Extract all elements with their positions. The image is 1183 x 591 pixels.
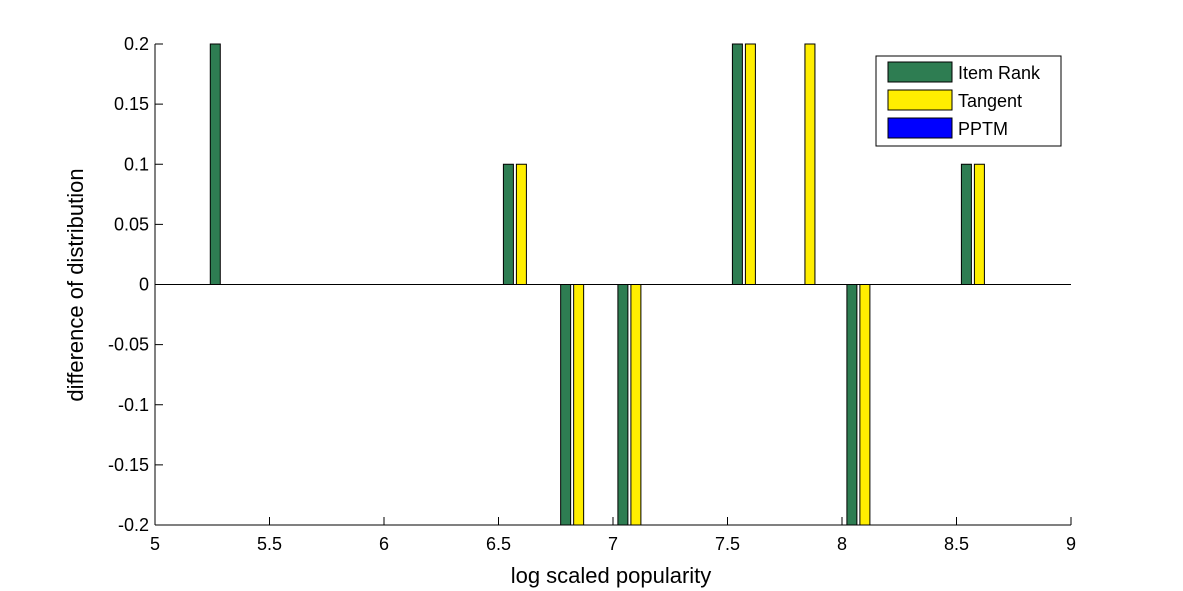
y-tick-label: -0.05 <box>108 335 149 355</box>
x-tick-label: 6.5 <box>486 534 511 554</box>
bar-item-rank-0 <box>209 43 221 285</box>
y-tick-label: 0.2 <box>124 34 149 54</box>
y-tick-label: -0.1 <box>118 395 149 415</box>
bar-item-rank-1 <box>502 163 514 285</box>
x-tick-label: 8.5 <box>944 534 969 554</box>
bar-tangent-6 <box>859 284 871 526</box>
x-tick-label: 8 <box>837 534 847 554</box>
axes: 5 5.5 6 6.5 7 7.5 8 8.5 9 -0.2 -0.15 -0.1 -0.05 0 0.05… <box>108 34 1076 554</box>
bar-tangent-5 <box>804 43 816 285</box>
y-axis-label: difference of distribution <box>63 168 88 401</box>
y-tick-label: 0.1 <box>124 154 149 174</box>
x-tick-label: 6 <box>379 534 389 554</box>
legend-swatch <box>887 89 953 111</box>
x-tick-label: 7.5 <box>715 534 740 554</box>
legend-swatch <box>887 61 953 83</box>
bar-tangent-3 <box>630 284 642 526</box>
bar-item-rank-6 <box>846 284 858 526</box>
y-tick-label: 0 <box>139 275 149 295</box>
legend: Item Rank Tangent PPTM <box>875 55 1062 147</box>
bar-tangent-2 <box>573 284 585 526</box>
bar-item-rank-3 <box>617 284 629 526</box>
bar-item-rank-2 <box>560 284 572 526</box>
bar-tangent-4 <box>744 43 756 285</box>
legend-label: PPTM <box>958 119 1008 139</box>
legend-swatch <box>887 117 953 139</box>
x-tick-label: 5 <box>150 534 160 554</box>
legend-label: Item Rank <box>958 63 1041 83</box>
bar-tangent-1 <box>515 163 527 285</box>
y-tick-label: -0.15 <box>108 455 149 475</box>
y-tick-label: 0.05 <box>114 214 149 234</box>
bar-tangent-7 <box>973 163 985 285</box>
bar-item-rank-4 <box>731 43 743 285</box>
x-tick-label: 7 <box>608 534 618 554</box>
x-tick-label: 5.5 <box>257 534 282 554</box>
x-axis-label: log scaled popularity <box>511 563 712 588</box>
bar-item-rank-7 <box>960 163 972 285</box>
y-tick-label: 0.15 <box>114 94 149 114</box>
legend-label: Tangent <box>958 91 1022 111</box>
x-tick-label: 9 <box>1066 534 1076 554</box>
y-tick-label: -0.2 <box>118 515 149 535</box>
